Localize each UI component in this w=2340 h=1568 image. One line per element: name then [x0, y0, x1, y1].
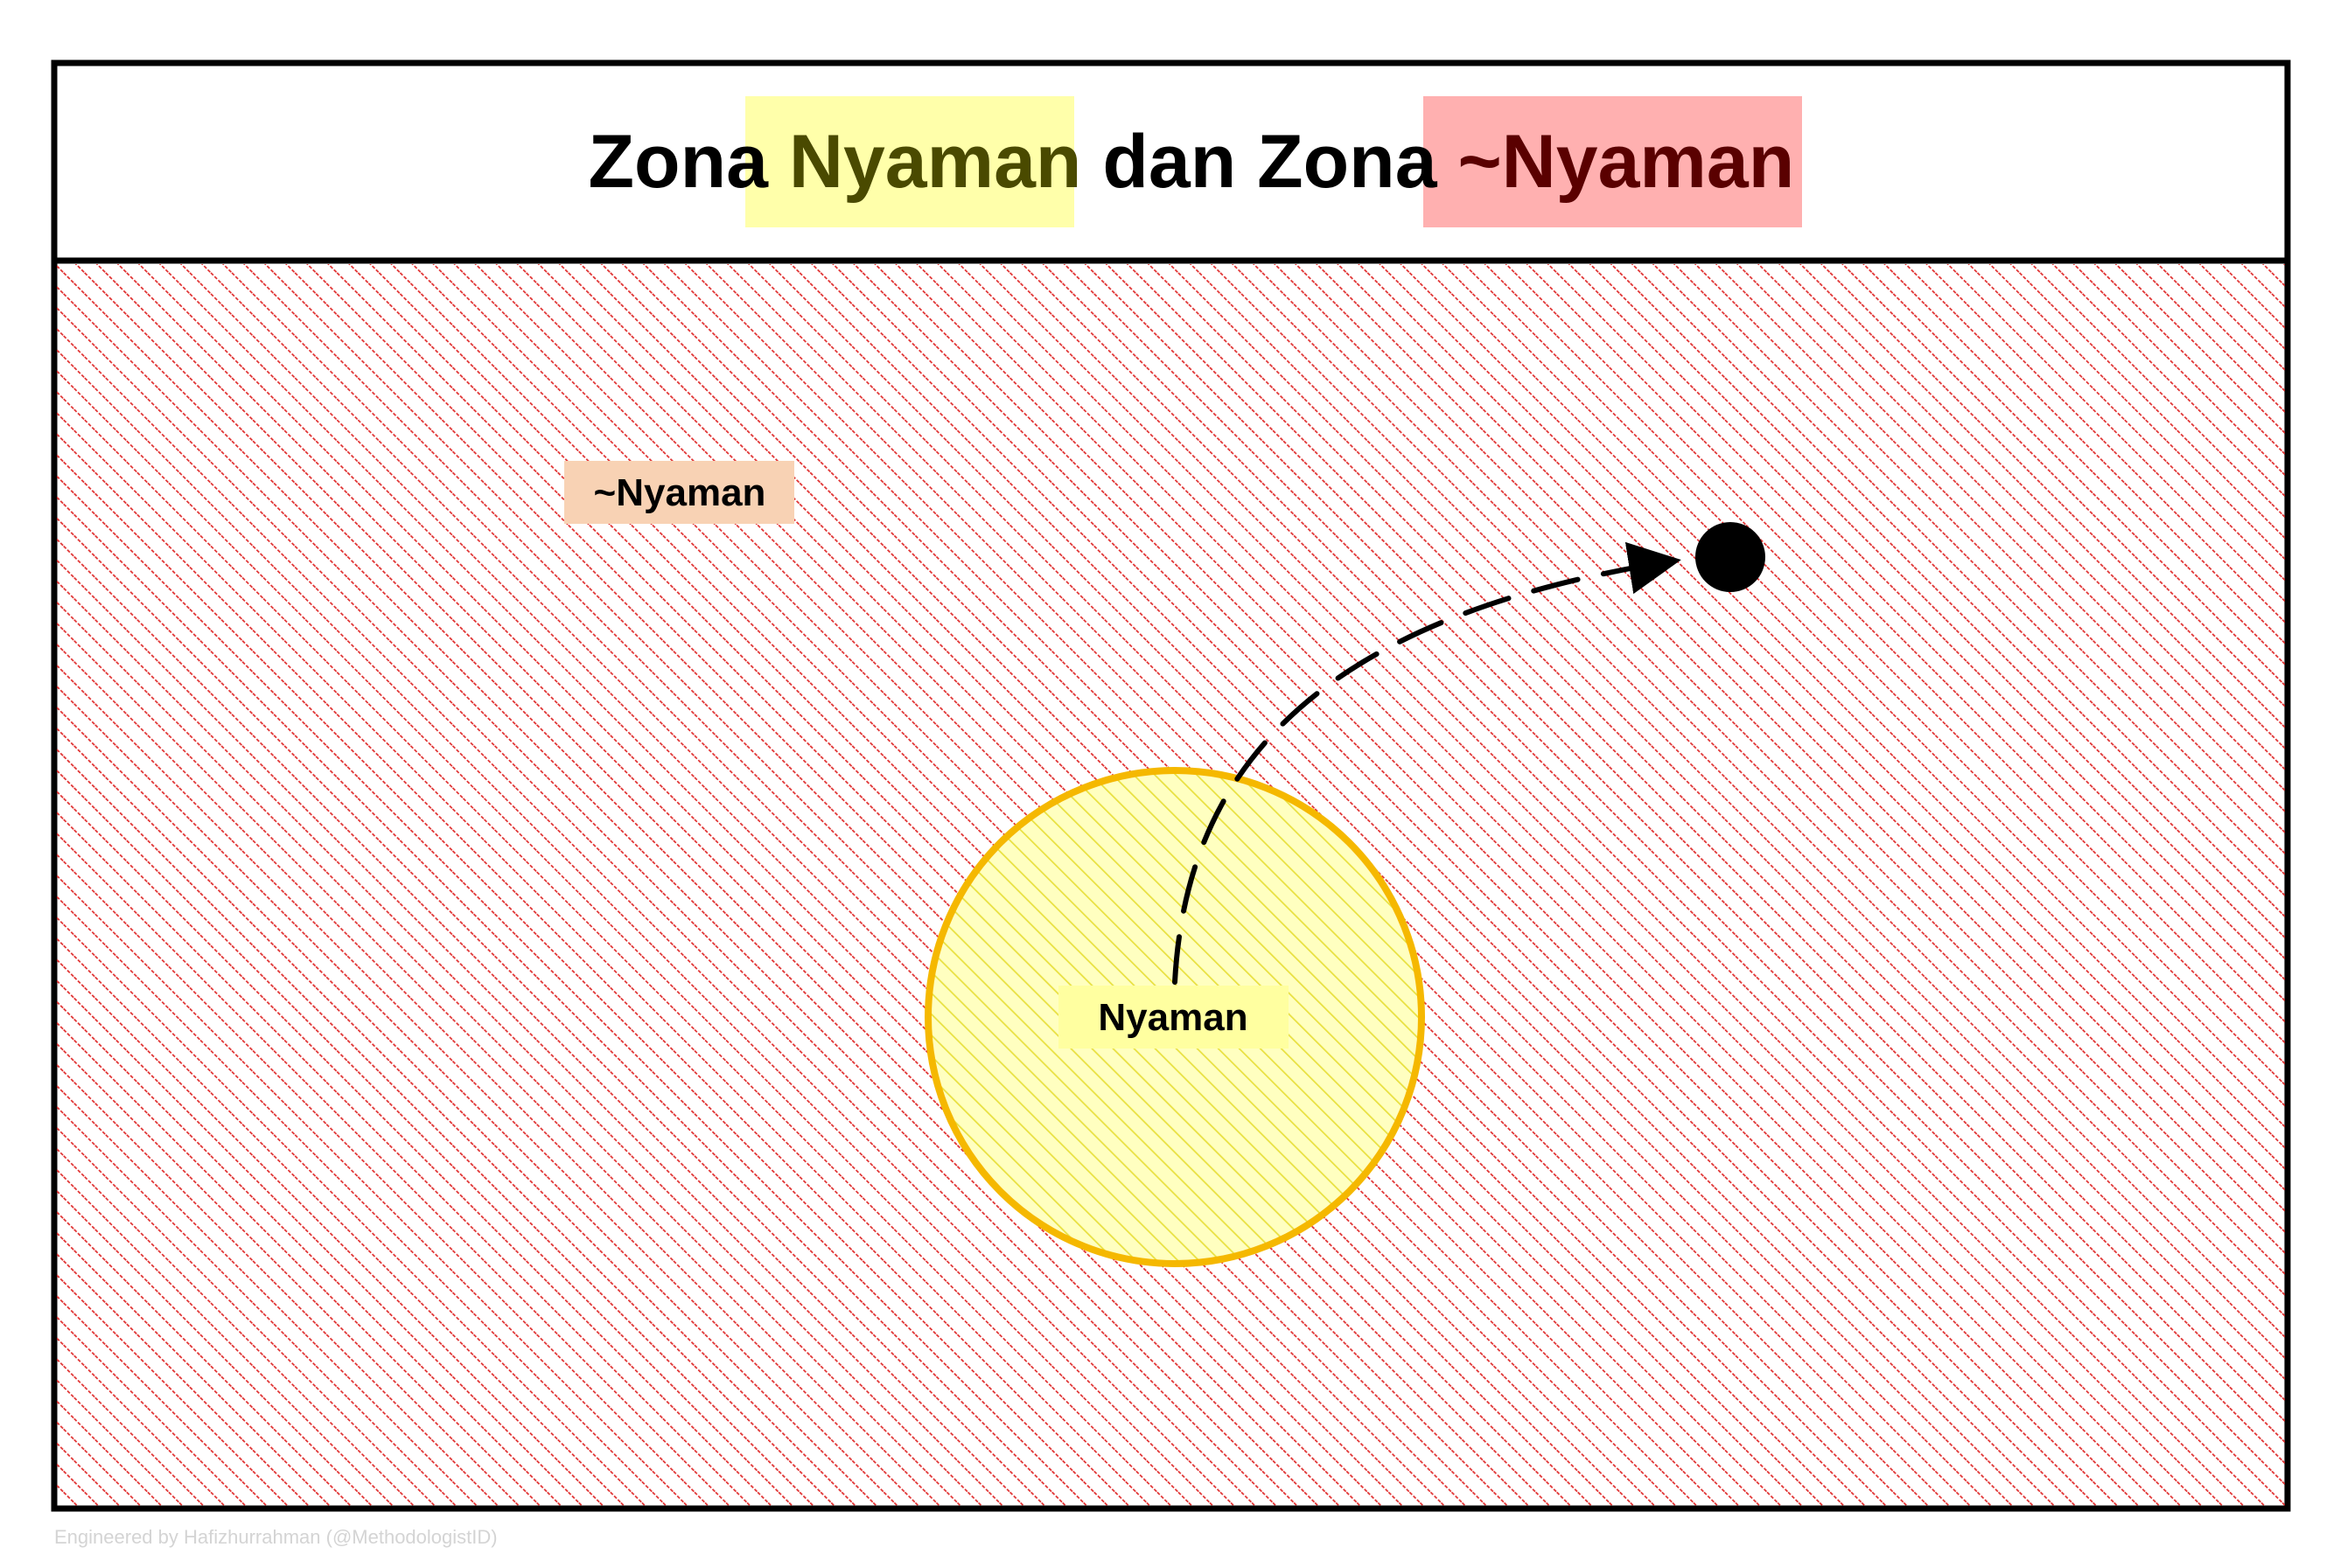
title-highlight2-bg: [1423, 96, 1802, 227]
growth-path-arrow: [1172, 541, 1681, 985]
page-title: Zona Nyaman dan Zona ~Nyaman: [484, 120, 1857, 204]
outer-zone-label: ~Nyaman: [594, 471, 766, 514]
title-highlight2: ~Nyaman: [1457, 120, 1794, 204]
title-highlight1: Nyaman: [789, 120, 1082, 204]
inner-zone-label: Nyaman: [1098, 996, 1247, 1039]
title-highlight1-bg: [745, 96, 1074, 227]
title-part2: dan Zona: [1081, 120, 1457, 204]
title-part1: Zona: [589, 120, 789, 204]
target-dot: [1695, 522, 1765, 592]
inner-zone-label-bg: [1058, 986, 1289, 1049]
outer-zone-label-bg: [564, 461, 794, 524]
credit-text: Engineered by Hafizhurrahman (@Methodolo…: [54, 1526, 498, 1548]
